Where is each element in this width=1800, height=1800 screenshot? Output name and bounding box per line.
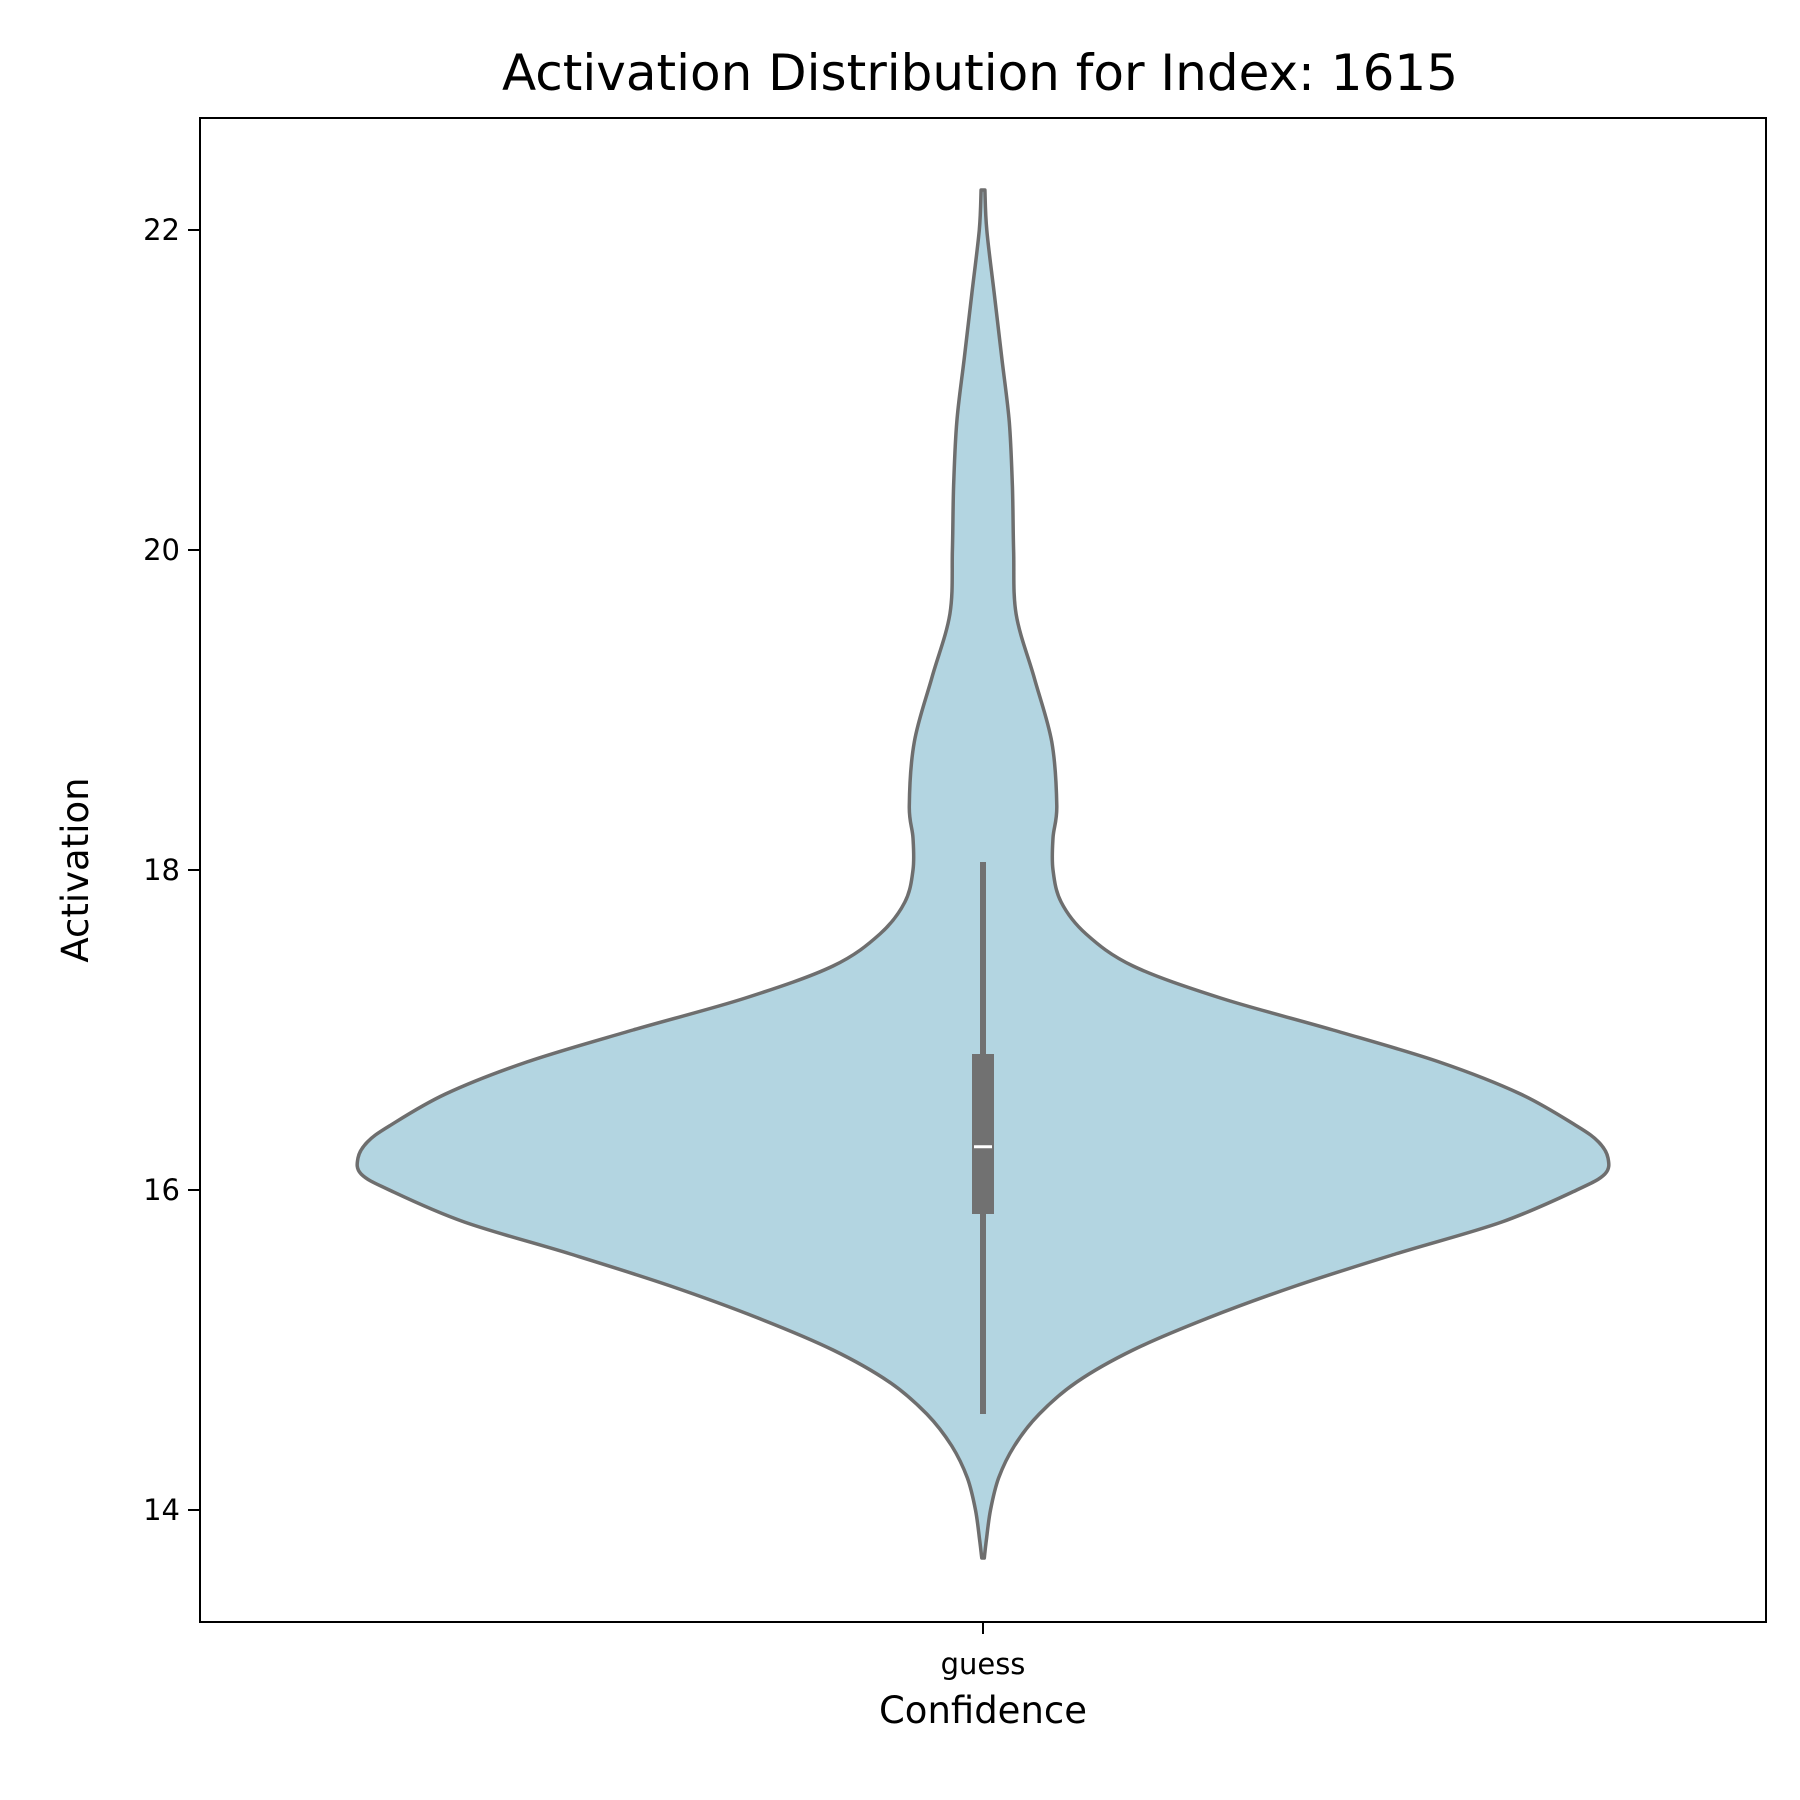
chart-title: Activation Distribution for Index: 1615 xyxy=(502,44,1458,102)
y-axis: 14 16 18 20 22 xyxy=(143,213,200,1527)
plot-area xyxy=(355,188,1611,1560)
y-axis-label: Activation xyxy=(54,777,97,962)
x-axis-label: Confidence xyxy=(879,1689,1087,1732)
y-tick-label: 22 xyxy=(143,213,180,247)
y-tick-label: 18 xyxy=(143,853,180,887)
y-tick-label: 20 xyxy=(143,533,180,567)
x-axis: guess xyxy=(941,1622,1026,1681)
violin-iqr-box-guess xyxy=(972,1054,994,1214)
y-tick-label: 14 xyxy=(143,1493,180,1527)
y-tick-label: 16 xyxy=(143,1173,180,1207)
x-tick-label: guess xyxy=(941,1647,1026,1681)
